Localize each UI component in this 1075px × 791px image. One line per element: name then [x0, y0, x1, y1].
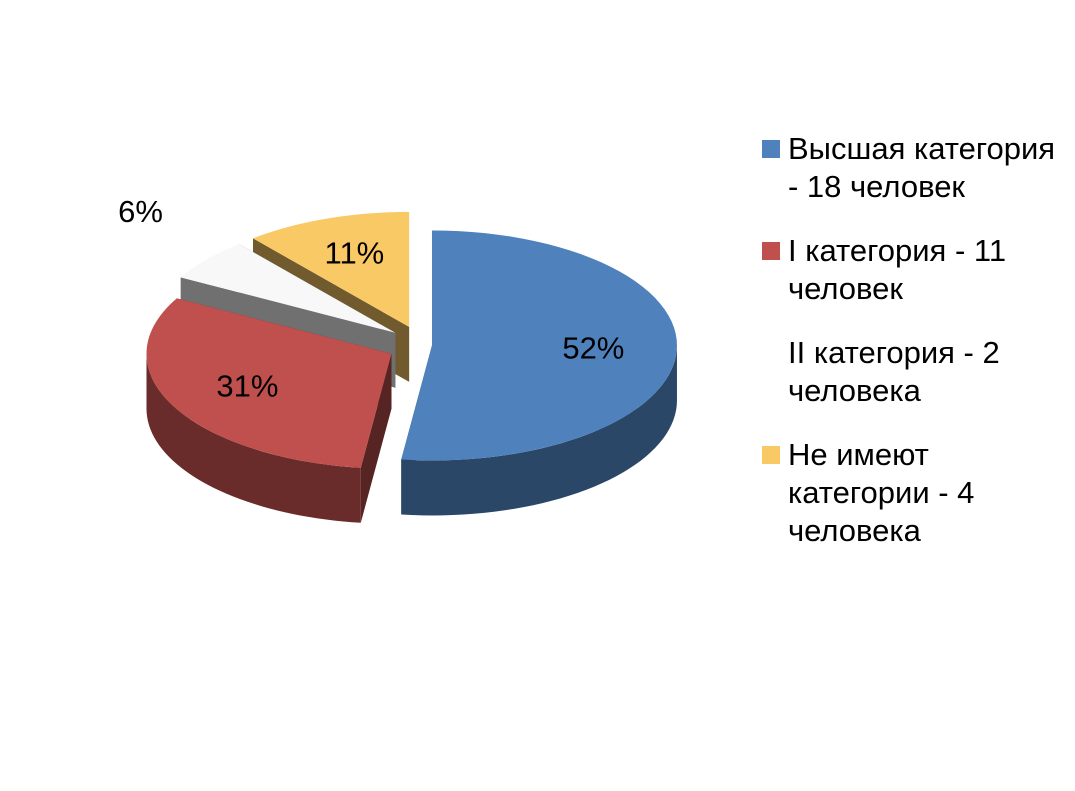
legend-item: Высшая категория - 18 человек [762, 130, 1062, 206]
legend-label: II категория - 2 человека [788, 335, 1000, 408]
slice-side [146, 353, 361, 523]
slice-side [401, 345, 677, 516]
legend-swatch [762, 242, 780, 260]
data-label: 31% [216, 368, 278, 403]
slice [180, 244, 396, 333]
legend-label: I категория - 11 человек [788, 233, 1007, 306]
legend-item: II категория - 2 человека [762, 334, 1062, 410]
legend-item: I категория - 11 человек [762, 232, 1062, 308]
legend-label: Не имеют категории - 4 человека [788, 437, 975, 548]
legend-swatch [762, 140, 780, 158]
slice [252, 211, 410, 327]
legend-item: Не имеют категории - 4 человека [762, 436, 1062, 550]
chart: 52% 31% 6% 11% [118, 194, 677, 523]
slice [146, 298, 392, 468]
slice-group [401, 230, 677, 516]
data-label: 11% [325, 236, 385, 271]
legend-swatch [762, 344, 780, 362]
slice [401, 230, 677, 461]
legend-swatch [762, 446, 780, 464]
data-label: 6% [118, 194, 163, 229]
legend: Высшая категория - 18 человек I категория… [762, 130, 1062, 550]
slice-group [146, 298, 392, 523]
legend-label: Высшая категория - 18 человек [788, 131, 1056, 204]
data-label: 52% [562, 330, 624, 365]
